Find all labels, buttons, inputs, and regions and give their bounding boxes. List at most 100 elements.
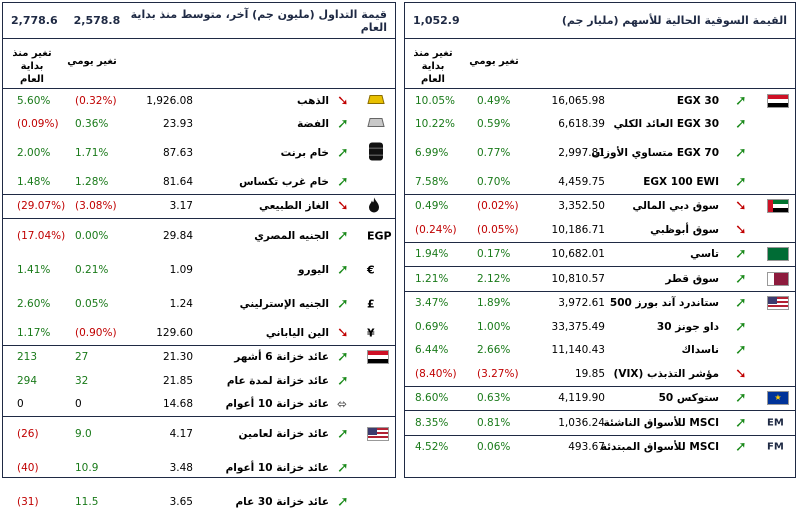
ytd-change: 1.21% — [415, 272, 449, 285]
table-row[interactable]: (29.07%) (3.08%) 3.17 الغاز الطبيعي ➘ — [3, 195, 395, 219]
table-row[interactable]: 8.35% 0.81% 1,036.24 MSCI للأسواق الناشئة ➚ E… — [405, 411, 795, 435]
arrow-up-icon: ➚ — [337, 426, 349, 442]
table-row[interactable]: 4.52% 0.06% 493.67 MSCI للأسواق المبتدئة ➚ FM — [405, 436, 795, 460]
arrow-flat-icon: ⬄ — [337, 397, 348, 412]
ytd-change-column-header: تغير منذ بداية العام — [12, 48, 52, 85]
arrow-up-icon: ➚ — [735, 116, 747, 133]
row-group: 5.60% (0.32%) 1,926.08 الذهب ➘ (0.09%) 0.36% 23… — [3, 89, 395, 195]
indices-column-header: تغير منذ بداية العام تغير يومي — [405, 39, 795, 89]
ytd-change: (26) — [17, 428, 39, 440]
table-row[interactable]: 1.94% 0.17% 10,682.01 تاسي ➚ — [405, 243, 795, 267]
currency-symbol-icon: EGP — [367, 229, 392, 243]
egypt-flag-icon — [767, 93, 789, 108]
table-row[interactable]: 0.49% (0.02%) 3,352.50 سوق دبي المالي ➘ — [405, 195, 795, 219]
current-value: 14.68 — [162, 398, 193, 411]
table-row[interactable]: (17.04%) 0.00% 29.84 الجنيه المصري ➚ EGP — [3, 219, 395, 253]
current-value: 87.63 — [162, 147, 193, 159]
daily-change: (0.32%) — [75, 94, 117, 107]
table-row[interactable]: (26) 9.0 4.17 عائد خزانة لعامين ➚ — [3, 417, 395, 451]
table-row[interactable]: 1.48% 1.28% 81.64 خام غرب تكساس ➚ — [3, 170, 395, 194]
arrow-up-icon: ➚ — [337, 116, 349, 133]
table-row[interactable]: 8.60% 0.63% 4,119.90 ستوكس 50 ➚ ★ — [405, 387, 795, 411]
instrument-name: عائد خزانة 10 أعوام — [225, 398, 329, 411]
table-row[interactable]: 10.22% 0.59% 6,618.39 EGX 30 العائد الكلي ➚ — [405, 113, 795, 137]
table-row[interactable]: 6.44% 2.66% 11,140.43 ناسداك ➚ — [405, 339, 795, 363]
ytd-change: 6.44% — [415, 344, 449, 357]
daily-change: 0.59% — [477, 118, 511, 131]
row-group: 10.05% 0.49% 16,065.98 EGX 30 ➚ 10.22% 0.59% 6,… — [405, 89, 795, 195]
currency-symbol-icon: ¥ — [367, 326, 375, 340]
flame-icon — [367, 197, 381, 216]
ytd-change: 7.58% — [415, 175, 449, 188]
instrument-name: الجنيه المصري — [254, 230, 329, 242]
ytd-change: 0.49% — [415, 200, 449, 213]
current-value: 3.65 — [169, 496, 193, 508]
saudi-flag-icon — [767, 247, 789, 262]
arrow-up-icon: ➚ — [735, 246, 747, 263]
arrow-down-icon: ➘ — [735, 198, 747, 215]
table-row[interactable]: 7.58% 0.70% 4,459.75 EGX 100 EWI ➚ — [405, 170, 795, 194]
current-value: 10,186.71 — [551, 223, 605, 236]
table-row[interactable]: (0.24%) (0.05%) 10,186.71 سوق أبوظبي ➘ — [405, 218, 795, 242]
table-row[interactable]: 3.47% 1.89% 3,972.61 ستاندرد آند بورز 500 ➚ — [405, 292, 795, 316]
trading-avg-value: 2,778.6 — [11, 14, 58, 27]
instrument-name: EGX 30 — [676, 94, 719, 107]
table-row[interactable]: 1.41% 0.21% 1.09 اليورو ➚ € — [3, 253, 395, 287]
current-value: 33,375.49 — [551, 320, 605, 333]
ytd-change: 5.60% — [17, 94, 51, 107]
arrow-up-icon: ➚ — [735, 173, 747, 190]
table-row[interactable]: (40) 10.9 3.48 عائد خزانة 10 أعوام ➚ — [3, 451, 395, 485]
table-row[interactable]: 0 0 14.68 عائد خزانة 10 أعوام ⬄ — [3, 393, 395, 417]
current-value: 6,618.39 — [558, 118, 605, 131]
usa-flag-icon — [767, 296, 789, 311]
daily-change: 0.17% — [477, 248, 511, 261]
table-row[interactable]: (31) 11.5 3.65 عائد خزانة 30 عام ➚ — [3, 485, 395, 519]
instrument-name: MSCI للأسواق الناشئة — [603, 416, 720, 429]
instrument-name: داو جونز 30 — [656, 320, 719, 333]
table-row[interactable]: 213 27 21.30 عائد خزانة 6 أشهر ➚ — [3, 346, 395, 370]
region-tag: FM — [767, 441, 784, 453]
ytd-change: (17.04%) — [17, 230, 66, 242]
table-row[interactable]: 294 32 21.85 عائد خزانة لمدة عام ➚ — [3, 369, 395, 393]
table-row[interactable]: (8.40%) (3.27%) 19.85 مؤشر التذبذب (VIX) ➘ — [405, 362, 795, 386]
instrument-name: ناسداك — [681, 344, 720, 357]
table-row[interactable]: 0.69% 1.00% 33,375.49 داو جونز 30 ➚ — [405, 315, 795, 339]
instrument-name: خام غرب تكساس — [239, 175, 329, 188]
ytd-change: 3.47% — [415, 297, 449, 310]
arrow-down-icon: ➘ — [337, 92, 349, 109]
daily-change: (0.02%) — [477, 200, 519, 213]
indices-table: 10.05% 0.49% 16,065.98 EGX 30 ➚ 10.22% 0.59% 6,… — [405, 89, 795, 459]
current-value: 3,352.50 — [558, 200, 605, 213]
table-row[interactable]: 2.00% 1.71% 87.63 خام برنت ➚ — [3, 136, 395, 170]
arrow-up-icon: ➚ — [337, 349, 349, 366]
qatar-flag-icon — [767, 271, 789, 286]
daily-change: 1.00% — [477, 320, 511, 333]
ytd-change: 294 — [17, 374, 38, 387]
market-cap-header: 1,052.9 القيمة السوقية الحالية للأسهم (م… — [405, 3, 795, 39]
egypt-flag-icon — [367, 350, 389, 365]
table-row[interactable]: 6.99% 0.77% 2,997.81 EGX 70 متساوي الأوزان ➚ — [405, 136, 795, 170]
trading-title: قيمة التداول (مليون جم) آخر، متوسط منذ ب… — [130, 7, 387, 34]
ytd-change: 1.48% — [17, 175, 51, 188]
market-indices-panel: 1,052.9 القيمة السوقية الحالية للأسهم (م… — [404, 2, 796, 478]
table-row[interactable]: 2.60% 0.05% 1.24 الجنيه الإسترليني ➚ £ — [3, 287, 395, 321]
table-row[interactable]: (0.09%) 0.36% 23.93 الفضة ➚ — [3, 113, 395, 137]
table-row[interactable]: 10.05% 0.49% 16,065.98 EGX 30 ➚ — [405, 89, 795, 113]
table-row[interactable]: 5.60% (0.32%) 1,926.08 الذهب ➘ — [3, 89, 395, 113]
row-group: (17.04%) 0.00% 29.84 الجنيه المصري ➚ EGP 1.41%… — [3, 219, 395, 346]
ytd-change: 1.17% — [17, 326, 51, 339]
current-value: 1.09 — [169, 264, 193, 276]
instrument-name: عائد خزانة لعامين — [238, 428, 330, 440]
daily-change-column-header: تغير يومي — [469, 56, 519, 67]
daily-change: (0.05%) — [477, 223, 519, 236]
instrument-name: EGX 100 EWI — [643, 175, 719, 188]
instrument-name: عائد خزانة 6 أشهر — [234, 351, 329, 364]
ytd-change: (29.07%) — [17, 200, 66, 213]
current-value: 10,682.01 — [551, 248, 605, 261]
ytd-change: 8.60% — [415, 392, 449, 405]
current-value: 129.60 — [156, 326, 193, 339]
commodities-column-header: تغير منذ بداية العام تغير يومي — [3, 39, 395, 89]
arrow-up-icon: ➚ — [337, 173, 349, 190]
table-row[interactable]: 1.17% (0.90%) 129.60 الين الياباني ➘ ¥ — [3, 321, 395, 345]
table-row[interactable]: 1.21% 2.12% 10,810.57 سوق قطر ➚ — [405, 267, 795, 291]
